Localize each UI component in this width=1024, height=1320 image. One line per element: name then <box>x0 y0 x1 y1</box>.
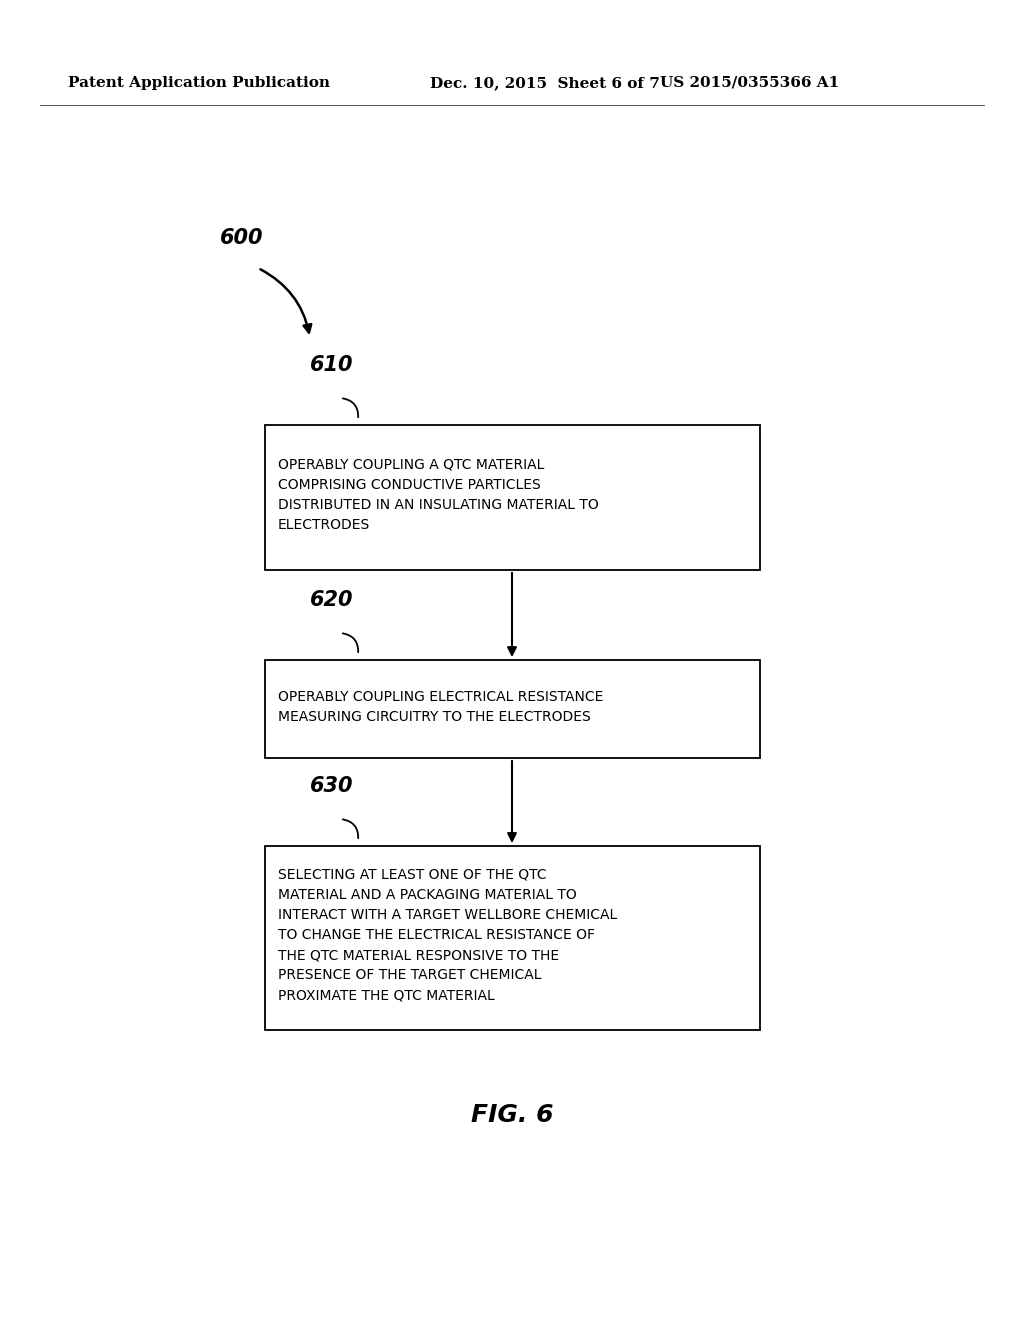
Text: FIG. 6: FIG. 6 <box>471 1104 553 1127</box>
Text: OPERABLY COUPLING ELECTRICAL RESISTANCE
MEASURING CIRCUITRY TO THE ELECTRODES: OPERABLY COUPLING ELECTRICAL RESISTANCE … <box>278 690 603 725</box>
FancyArrowPatch shape <box>260 269 311 333</box>
FancyArrowPatch shape <box>343 820 358 838</box>
Text: SELECTING AT LEAST ONE OF THE QTC
MATERIAL AND A PACKAGING MATERIAL TO
INTERACT : SELECTING AT LEAST ONE OF THE QTC MATERI… <box>278 867 617 1002</box>
Text: 630: 630 <box>310 776 353 796</box>
Text: OPERABLY COUPLING A QTC MATERIAL
COMPRISING CONDUCTIVE PARTICLES
DISTRIBUTED IN : OPERABLY COUPLING A QTC MATERIAL COMPRIS… <box>278 458 599 532</box>
Bar <box>265 660 760 758</box>
FancyArrowPatch shape <box>343 399 358 417</box>
Text: Dec. 10, 2015  Sheet 6 of 7: Dec. 10, 2015 Sheet 6 of 7 <box>430 77 659 90</box>
FancyArrowPatch shape <box>343 634 358 652</box>
Bar <box>265 425 760 570</box>
Text: US 2015/0355366 A1: US 2015/0355366 A1 <box>660 77 840 90</box>
Text: 620: 620 <box>310 590 353 610</box>
Text: 600: 600 <box>220 228 263 248</box>
Text: 610: 610 <box>310 355 353 375</box>
Text: Patent Application Publication: Patent Application Publication <box>68 77 330 90</box>
Bar <box>265 846 760 1030</box>
